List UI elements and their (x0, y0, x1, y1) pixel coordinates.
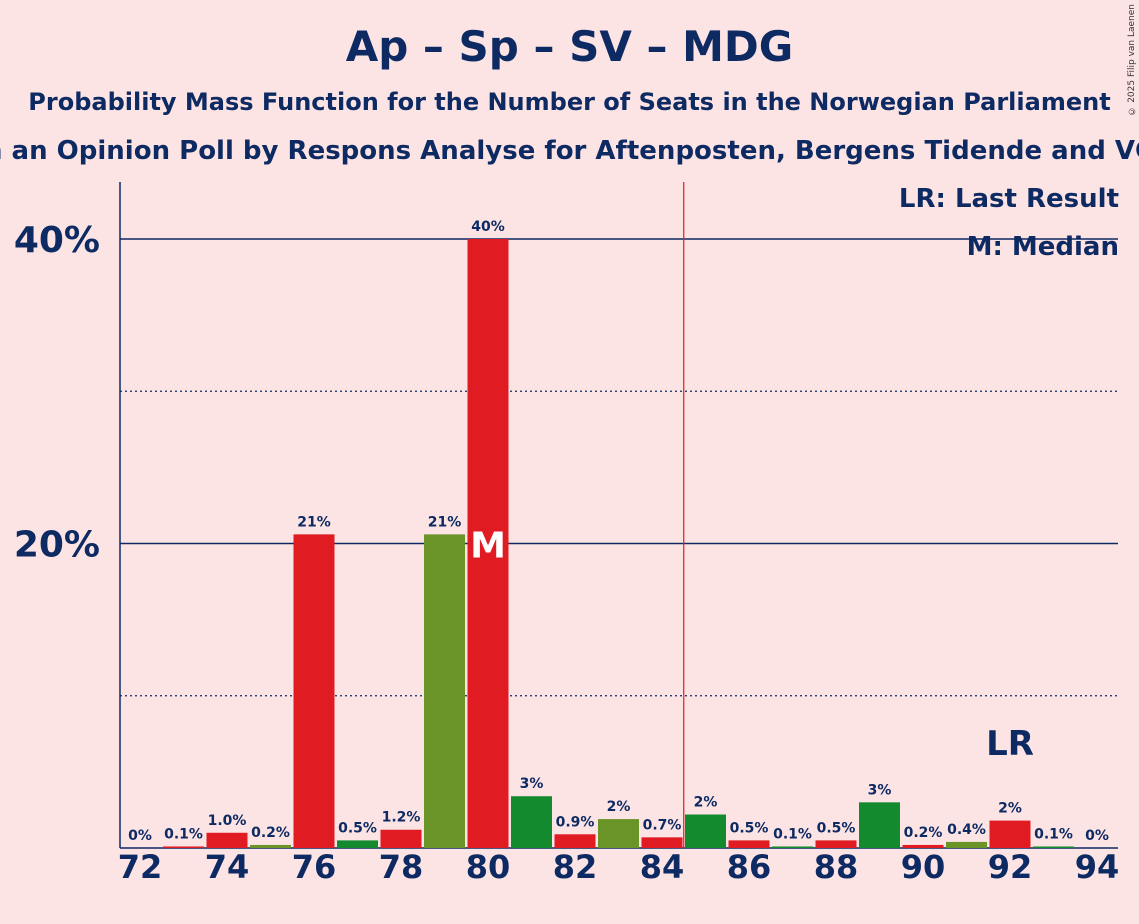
bar (1033, 846, 1074, 848)
bar-value-label: 2% (607, 799, 631, 815)
x-tick-label: 80 (466, 848, 511, 886)
bar-value-label: 3% (520, 776, 544, 792)
bar-value-label: 3% (868, 782, 892, 798)
bar-value-label: 21% (297, 514, 331, 530)
bar-value-label: 0.2% (251, 825, 290, 841)
legend-last-result: LR: Last Result (898, 184, 1119, 214)
bar (337, 840, 378, 848)
bar (946, 841, 987, 848)
last-result-marker: LR (986, 724, 1034, 764)
bar (424, 534, 465, 848)
x-tick-label: 92 (988, 848, 1033, 886)
bar (859, 802, 900, 848)
bar-value-label: 0% (1085, 828, 1109, 844)
bar (772, 846, 813, 848)
bar-value-label: 21% (428, 514, 462, 530)
bar-value-label: 0.4% (947, 822, 986, 838)
bar (293, 534, 335, 848)
bar-value-label: 0.2% (904, 825, 943, 841)
bar (380, 829, 422, 848)
bar (163, 846, 204, 848)
y-tick-label: 20% (14, 525, 100, 566)
bar-value-label: 0.5% (817, 820, 856, 836)
bar-value-label: 40% (471, 219, 505, 235)
bar (511, 796, 552, 848)
bar-value-label: 0.1% (773, 826, 812, 842)
x-tick-label: 88 (814, 848, 859, 886)
x-tick-label: 94 (1075, 848, 1120, 886)
bar (206, 832, 248, 848)
x-tick-label: 82 (553, 848, 598, 886)
bar-value-label: 0.1% (1034, 826, 1073, 842)
bar (685, 814, 726, 848)
bar (598, 819, 639, 848)
y-tick-label: 40% (14, 220, 100, 261)
x-tick-label: 84 (640, 848, 685, 886)
bar (989, 820, 1031, 848)
bar (641, 837, 683, 848)
bar-value-label: 0.7% (643, 817, 682, 833)
median-marker: M (470, 526, 506, 567)
bar (554, 834, 596, 848)
x-tick-label: 74 (205, 848, 250, 886)
bar-value-label: 0.5% (730, 820, 769, 836)
bar-value-label: 2% (694, 795, 718, 811)
x-tick-label: 72 (118, 848, 163, 886)
bar-value-label: 1.2% (382, 810, 421, 826)
bar (815, 840, 857, 848)
bar (250, 844, 291, 848)
chart-subtitle: Probability Mass Function for the Number… (28, 88, 1111, 116)
x-tick-label: 86 (727, 848, 772, 886)
bar-value-label: 2% (998, 801, 1022, 817)
bar-value-label: 0.1% (164, 826, 203, 842)
bar-value-label: 0% (128, 828, 152, 844)
x-tick-label: 78 (379, 848, 424, 886)
bar-value-label: 0.9% (556, 814, 595, 830)
chart-title: Ap – Sp – SV – MDG (345, 22, 794, 71)
bar-value-label: 1.0% (208, 813, 247, 829)
bar (467, 239, 509, 848)
chart-source: n an Opinion Poll by Respons Analyse for… (0, 136, 1139, 166)
bar (728, 840, 770, 848)
legend-median: M: Median (966, 232, 1119, 262)
x-tick-label: 90 (901, 848, 946, 886)
bar (902, 844, 944, 848)
x-tick-label: 76 (292, 848, 337, 886)
bar-value-label: 0.5% (338, 820, 377, 836)
